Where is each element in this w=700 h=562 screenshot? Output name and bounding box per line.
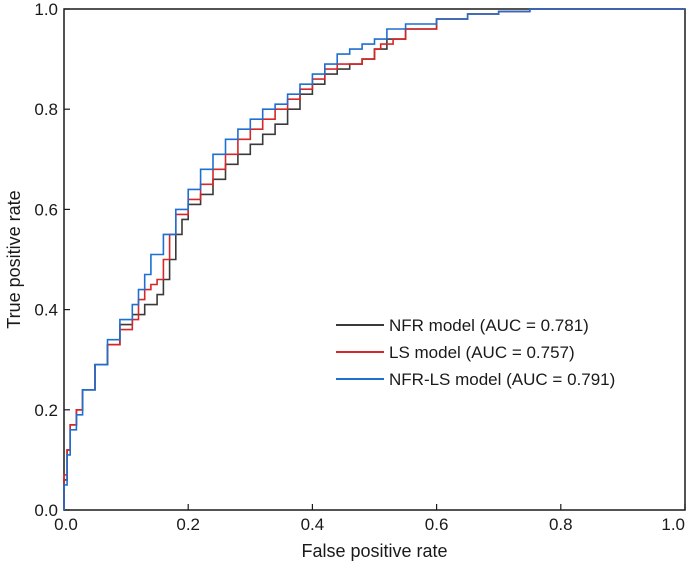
y-tick-label: 0.0 <box>34 501 58 520</box>
legend-label: NFR model (AUC = 0.781) <box>389 316 589 335</box>
y-tick-label: 0.8 <box>34 100 58 119</box>
x-tick-label: 0.8 <box>549 515 573 534</box>
plot-frame <box>63 8 686 511</box>
y-tick-label: 0.6 <box>34 200 58 219</box>
nfr-ls-model-curve <box>63 8 685 510</box>
y-axis-ticks: 0.0 0.2 0.4 0.6 0.8 1.0 <box>34 0 70 520</box>
y-axis-title: True positive rate <box>4 190 24 328</box>
x-tick-label: 0.2 <box>176 515 200 534</box>
nfr-model-curve <box>63 8 685 510</box>
ls-model-curve <box>63 8 685 510</box>
legend-label: LS model (AUC = 0.757) <box>389 343 575 362</box>
roc-curves <box>63 8 685 510</box>
x-tick-label: 0.0 <box>54 515 78 534</box>
x-tick-label: 0.4 <box>301 515 325 534</box>
legend: NFR model (AUC = 0.781) LS model (AUC = 0… <box>336 316 615 389</box>
y-tick-label: 0.4 <box>34 301 58 320</box>
y-tick-label: 0.2 <box>34 401 58 420</box>
x-axis-title: False positive rate <box>301 541 447 561</box>
x-axis-ticks: 0.0 0.2 0.4 0.6 0.8 1.0 <box>54 504 686 534</box>
y-tick-label: 1.0 <box>34 0 58 19</box>
x-tick-label: 0.6 <box>425 515 449 534</box>
legend-label: NFR-LS model (AUC = 0.791) <box>389 370 615 389</box>
x-tick-label: 1.0 <box>661 515 685 534</box>
